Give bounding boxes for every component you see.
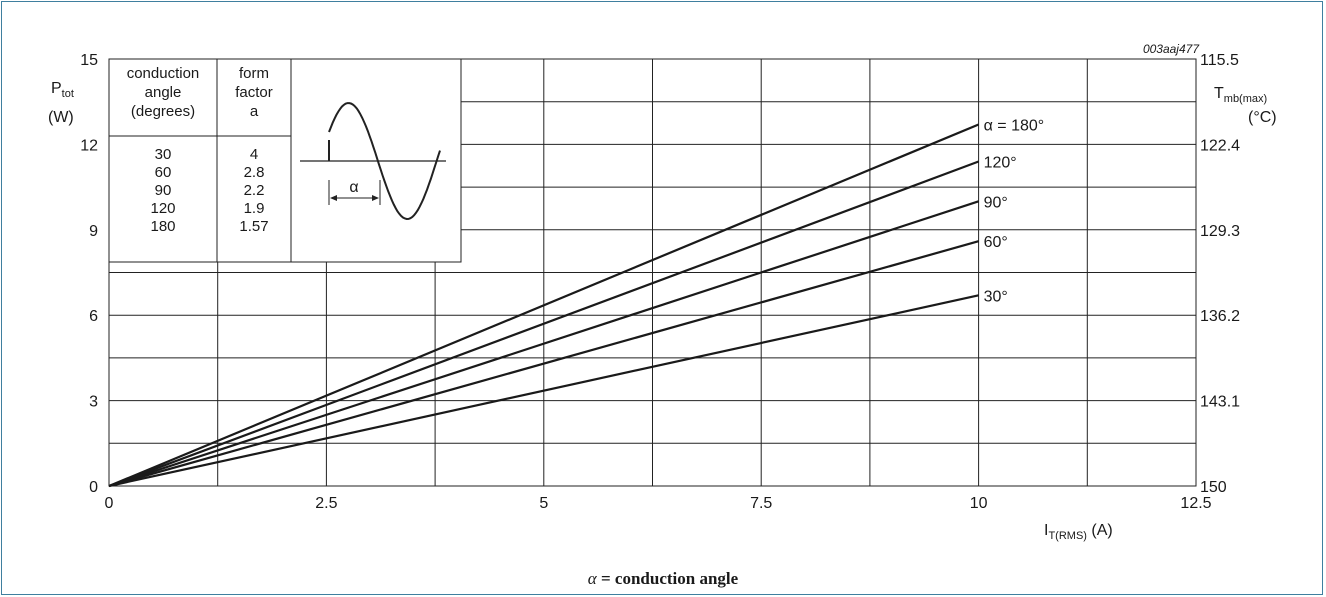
series-line [108,294,979,488]
inset-cell: 2.2 [244,182,265,199]
y-left-tick-label: 12 [80,137,98,154]
alpha-arrowhead-left [330,195,337,201]
figure-code: 003aaj477 [1143,42,1200,56]
series-line [108,200,979,488]
series-label: 30° [984,288,1008,305]
inset-cell: 1.9 [244,200,265,217]
inset-table: conduction angle (degrees) form factor a 30 4 60… [108,58,462,263]
inset-header-text: (degrees) [131,103,195,120]
y-right-tick-label: 150 [1200,479,1227,496]
y-left-tick-label: 6 [89,308,98,325]
inset-cell: 2.8 [244,164,265,181]
y-axis-left-label: Ptot [51,80,74,100]
y-left-tick-label: 9 [89,223,98,240]
y-right-tick-label: 122.4 [1200,137,1240,154]
y-left-tick-label: 15 [80,52,98,69]
y-right-tick-label: 136.2 [1200,308,1240,325]
series-line [108,160,979,488]
curves: α = 180° 120° 90° 60° 30° [108,117,1045,488]
inset-cell: 90 [155,182,172,199]
x-tick-label: 7.5 [750,495,772,512]
caption: α = conduction angle [588,569,739,588]
x-tick-label: 5 [539,495,548,512]
x-tick-label: 2.5 [315,495,337,512]
series-label: 60° [984,234,1008,251]
y-axis-right-unit: (°C) [1248,109,1277,126]
inset-header-text: form [239,65,269,82]
y-left-tick-label: 0 [89,479,98,496]
inset-header-text: angle [145,84,182,101]
plot-area-border [108,58,1197,487]
inset-header-text: conduction [127,65,200,82]
tick-labels: 0 2.5 5 7.5 10 12.5 0 3 6 9 12 15 150 143.1 136.2 129.3… [80,52,1240,512]
series-line [108,123,980,488]
inset-header-text: factor [235,84,273,101]
inset-cell: 30 [155,146,172,163]
sine-waveform [328,102,441,221]
series-label: 90° [984,194,1008,211]
y-left-tick-label: 3 [89,394,98,411]
series-line [108,240,979,488]
alpha-label: α [349,179,358,196]
inset-cell: 180 [150,218,175,235]
inset-cell: 4 [250,146,258,163]
x-tick-label: 10 [970,495,988,512]
y-right-tick-label: 115.5 [1200,52,1239,69]
x-axis-label: IT(RMS) (A) [1044,522,1113,542]
inset-cell: 60 [155,164,172,181]
inset-cell: 1.57 [239,218,268,235]
y-axis-left-unit: (W) [48,109,74,126]
series-label: 120° [984,154,1017,171]
y-right-tick-label: 143.1 [1200,394,1240,411]
inset-header-text: a [250,103,259,120]
waveform-diagram: α [300,102,446,221]
alpha-arrowhead-right [372,195,379,201]
y-axis-right-label: Tmb(max) [1214,85,1267,105]
x-tick-label: 0 [105,495,114,512]
y-right-tick-label: 129.3 [1200,223,1240,240]
inset-cell: 120 [150,200,175,217]
x-tick-label: 12.5 [1180,495,1211,512]
series-label: α = 180° [984,117,1045,134]
